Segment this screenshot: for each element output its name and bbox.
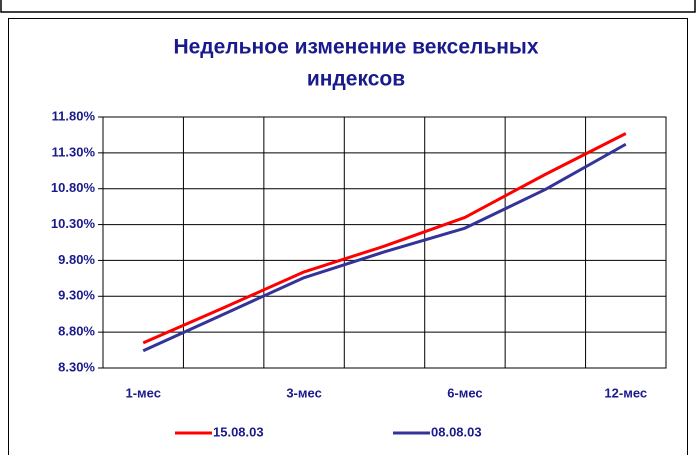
series-line xyxy=(142,132,627,345)
x-tick-label: 3-мес xyxy=(286,385,321,400)
legend-label: 08.08.03 xyxy=(431,424,482,439)
chart-title: индексов xyxy=(307,68,405,91)
x-tick-label: 12-мес xyxy=(604,385,647,400)
x-tick-label: 1-мес xyxy=(125,385,160,400)
y-tick-label: 10.30% xyxy=(51,216,96,231)
y-tick-label: 8.30% xyxy=(58,359,95,374)
y-tick-label: 9.30% xyxy=(58,288,95,303)
y-tick-label: 10.80% xyxy=(51,180,96,195)
y-tick-label: 8.80% xyxy=(58,324,95,339)
y-tick-label: 11.80% xyxy=(52,108,96,123)
series-line xyxy=(142,142,627,353)
legend-label: 15.08.03 xyxy=(213,424,264,439)
y-tick-label: 9.80% xyxy=(58,252,95,267)
x-tick-label: 6-мес xyxy=(447,385,482,400)
chart-title: Недельное изменение вексельных xyxy=(173,36,538,59)
top-panel xyxy=(0,0,696,13)
y-tick-label: 11.30% xyxy=(52,144,96,159)
